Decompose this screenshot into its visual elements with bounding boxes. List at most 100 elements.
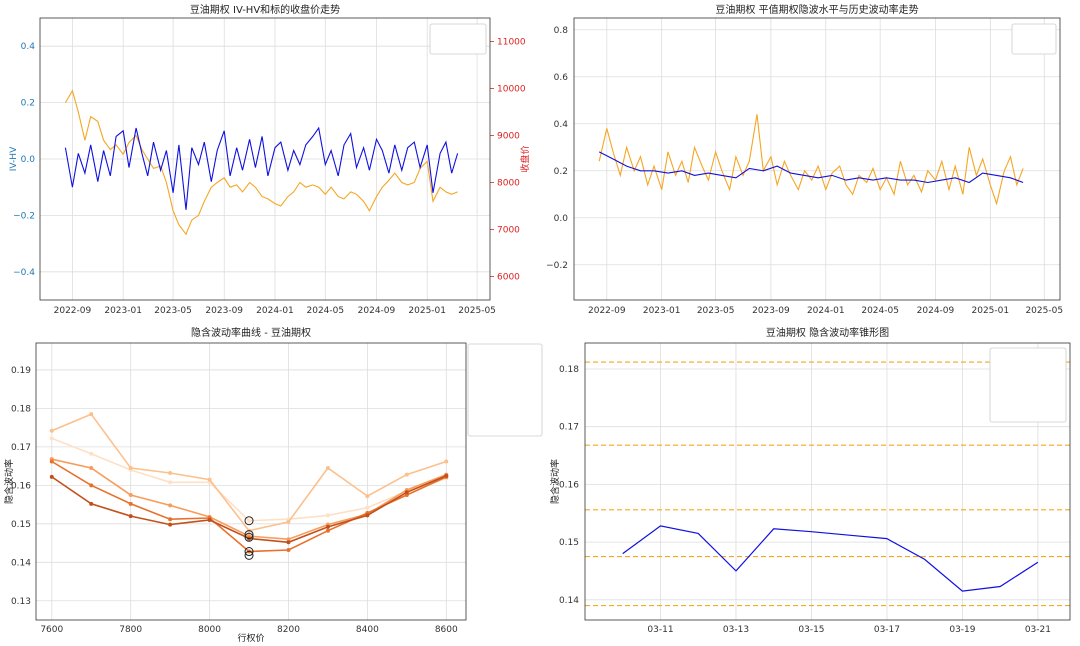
iv-curve-point (286, 547, 291, 552)
x-tick-label: 2025-05 (1025, 306, 1063, 316)
x-tick-label: 2024-01 (807, 306, 845, 316)
y-tick-label: 0.8 (554, 26, 569, 36)
y-tick-label: 0.19 (11, 366, 31, 376)
legend-box (467, 343, 543, 437)
y-tick-label: 0.18 (559, 365, 579, 375)
iv-hv-line (64, 126, 459, 210)
chart-iv-hv-price: 2022-09 2023-01 2023-05 2023-09 2024-01 2024-… (9, 3, 531, 316)
x-tick-label: 2023-09 (205, 306, 243, 316)
y-tick-label: 0.2 (554, 167, 568, 177)
x-tick-label: 2022-09 (54, 306, 92, 316)
x-tick-label: 2023-05 (154, 306, 192, 316)
chart-title: 豆油期权 隐含波动率锥形图 (766, 326, 889, 339)
iv-curve-point (89, 501, 94, 506)
x-tick-label: 03-17 (874, 625, 900, 635)
y-tick-label: 0.14 (559, 596, 579, 606)
iv-curve-point (325, 528, 330, 533)
x-tick-label: 8600 (435, 625, 458, 635)
y2-tick-label: 7000 (497, 226, 520, 236)
iv-curve-point (168, 503, 173, 508)
iv-curve-point (128, 492, 133, 497)
iv-curve-point (207, 517, 212, 522)
iv-curve-point (365, 513, 370, 518)
chart-title: 隐含波动率曲线 - 豆油期权 (191, 326, 311, 339)
x-tick-label: 7600 (40, 625, 63, 635)
x-tick-label: 03-11 (647, 625, 673, 635)
x-tick-label: 2025-01 (408, 306, 446, 316)
plot-frame (573, 17, 1061, 301)
x-tick-label: 2023-01 (643, 306, 681, 316)
y-tick-label: 0.18 (11, 404, 31, 414)
iv-curve-point (286, 537, 291, 542)
x-tick-label: 2024-09 (358, 306, 396, 316)
iv-curve-point (286, 540, 291, 545)
y-tick-label: 0.0 (21, 155, 36, 165)
x-tick-label: 2025-05 (458, 306, 496, 316)
iv-curve-2025-03-17 (51, 437, 447, 522)
chart-title: 豆油期权 IV-HV和标的收盘价走势 (190, 3, 340, 16)
x-tick-label: 2023-05 (697, 306, 735, 316)
y-tick-label: −0.2 (546, 261, 568, 271)
iv-curve-point (444, 459, 449, 464)
x-axis-label: 行权价 (237, 632, 264, 644)
atm-marker (244, 550, 254, 560)
x-tick-label: 8000 (198, 625, 221, 635)
y-tick-label: −0.2 (13, 211, 35, 221)
y-tick-label: 0.15 (11, 520, 31, 530)
iv-curve-point (365, 505, 370, 510)
iv-curve-point (404, 490, 409, 495)
iv-curve-point (89, 412, 94, 417)
x-tick-label: 2023-09 (752, 306, 790, 316)
iv-curve-point (168, 480, 173, 485)
iv-curve-point (365, 494, 370, 499)
iv-curve-point (49, 436, 54, 441)
y-tick-label: 0.4 (554, 120, 569, 130)
x-tick-label: 8200 (277, 625, 300, 635)
y-tick-label: −0.4 (13, 268, 35, 278)
iv-curve-point (444, 473, 449, 478)
chart-title: 豆油期权 平值期权隐波水平与历史波动率走势 (715, 3, 918, 16)
legend-box (1011, 23, 1057, 55)
iv-curve-point (247, 518, 252, 523)
y2-tick-label: 6000 (497, 273, 520, 283)
iv-curve-point (168, 517, 173, 522)
iv-curve-point (89, 451, 94, 456)
y2-tick-label: 8000 (497, 179, 520, 189)
y-tick-label: 0.14 (11, 558, 31, 568)
chart-iv-smile: 7600 7800 8000 8200 8400 8600 0.13 0.14 0.15 0.16… (3, 326, 539, 644)
iv-curve-point (89, 483, 94, 488)
plot-frame (584, 342, 1071, 621)
iv-curve-point (128, 501, 133, 506)
plot-frame (35, 342, 467, 621)
iv-curve-2025-03-18 (51, 413, 447, 532)
x-tick-label: 2024-05 (307, 306, 345, 316)
x-tick-label: 8400 (356, 625, 379, 635)
x-tick-label: 03-15 (798, 625, 824, 635)
atm-marker (244, 547, 254, 557)
x-tick-label: 2024-05 (861, 306, 899, 316)
x-tick-label: 03-21 (1025, 625, 1051, 635)
x-tick-label: 2022-09 (588, 306, 626, 316)
legend-box (429, 23, 487, 55)
y2-tick-label: 10000 (497, 85, 526, 95)
y2-tick-label: 9000 (497, 132, 520, 142)
iv-curve-point (286, 519, 291, 524)
iv-curve-point (49, 459, 54, 464)
legend-box (989, 347, 1067, 423)
y2-axis-label: 收盘价 (519, 145, 531, 172)
y-tick-label: 0.15 (559, 538, 579, 548)
y-tick-label: 0.2 (21, 99, 35, 109)
chart-atm-iv-hv: 2022-09 2023-01 2023-05 2023-09 2024-01 2024-… (546, 3, 1063, 316)
iv-curve-point (168, 522, 173, 527)
atm-marker (244, 530, 254, 540)
iv-line (622, 525, 1039, 592)
x-tick-label: 7800 (119, 625, 142, 635)
y2-tick-label: 11000 (497, 38, 526, 48)
y-axis-label: 隐含波动率 (3, 459, 15, 504)
plot-frame (39, 17, 491, 301)
y-tick-label: 0.13 (11, 597, 31, 607)
iv-curve-point (207, 477, 212, 482)
x-tick-label: 2024-09 (917, 306, 955, 316)
